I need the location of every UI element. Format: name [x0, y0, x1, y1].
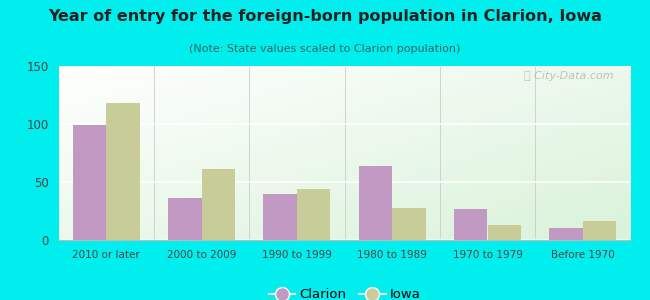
Bar	[454, 209, 488, 240]
Bar	[488, 225, 521, 240]
Bar	[168, 198, 202, 240]
Bar	[73, 125, 106, 240]
Bar	[297, 189, 330, 240]
Bar	[202, 169, 235, 240]
Bar	[392, 208, 426, 240]
Legend: Clarion, Iowa: Clarion, Iowa	[263, 283, 426, 300]
Bar	[106, 103, 140, 240]
Text: (Note: State values scaled to Clarion population): (Note: State values scaled to Clarion po…	[189, 44, 461, 53]
Bar	[549, 228, 583, 240]
Bar	[583, 221, 616, 240]
Text: Year of entry for the foreign-born population in Clarion, Iowa: Year of entry for the foreign-born popul…	[48, 9, 602, 24]
Bar	[263, 194, 297, 240]
Bar	[359, 166, 392, 240]
Text: ⓘ City-Data.com: ⓘ City-Data.com	[524, 71, 614, 81]
